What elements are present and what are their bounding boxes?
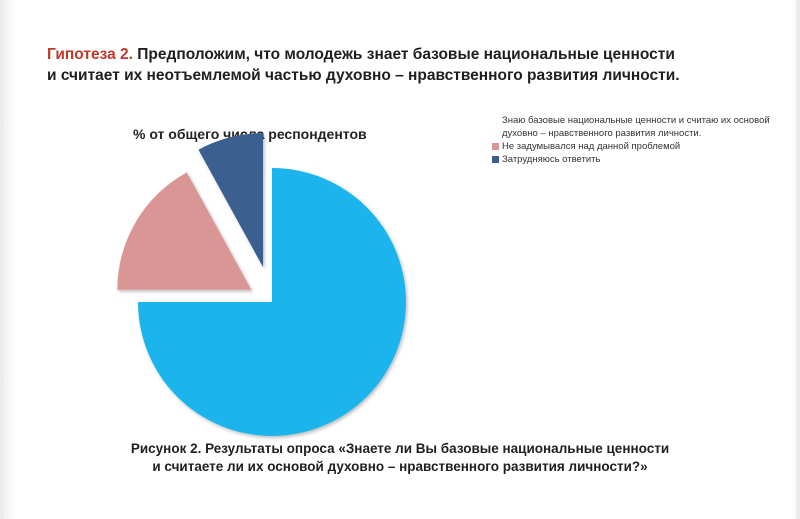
pie-slice-known [138, 168, 406, 436]
figure-caption: Рисунок 2. Результаты опроса «Знаете ли … [0, 440, 800, 476]
heading-line-2: и считает их неотъемлемой частью духовно… [47, 67, 680, 84]
caption-line-2: и считаете ли их основой духовно – нравс… [152, 459, 648, 474]
slide-heading: Гипотеза 2. Предположим, что молодежь зн… [47, 44, 767, 86]
caption-line-1: Рисунок 2. Результаты опроса «Знаете ли … [130, 441, 670, 456]
legend-label-known: Знаю базовые национальные ценности и счи… [502, 115, 770, 139]
legend-swatch-not-thought [492, 143, 499, 150]
legend-label-undecided: Затрудняюсь ответить [502, 154, 601, 165]
pie-slice-undecided [198, 133, 264, 268]
pie-slice-not-thought [117, 172, 252, 290]
legend-label-not-thought: Не задумывался над данной проблемой [502, 141, 681, 152]
legend-swatch-undecided [492, 156, 499, 163]
legend-item-not-thought: Не задумывался над данной проблемой [492, 140, 772, 153]
legend-item-known: Знаю базовые национальные ценности и счи… [492, 114, 772, 140]
legend-swatch-known [492, 117, 499, 124]
heading-line-1: Предположим, что молодежь знает базовые … [132, 46, 675, 63]
chart-legend: Знаю базовые национальные ценности и счи… [492, 114, 772, 166]
legend-item-undecided: Затрудняюсь ответить [492, 153, 772, 166]
hypothesis-label: Гипотеза 2. [47, 46, 133, 63]
